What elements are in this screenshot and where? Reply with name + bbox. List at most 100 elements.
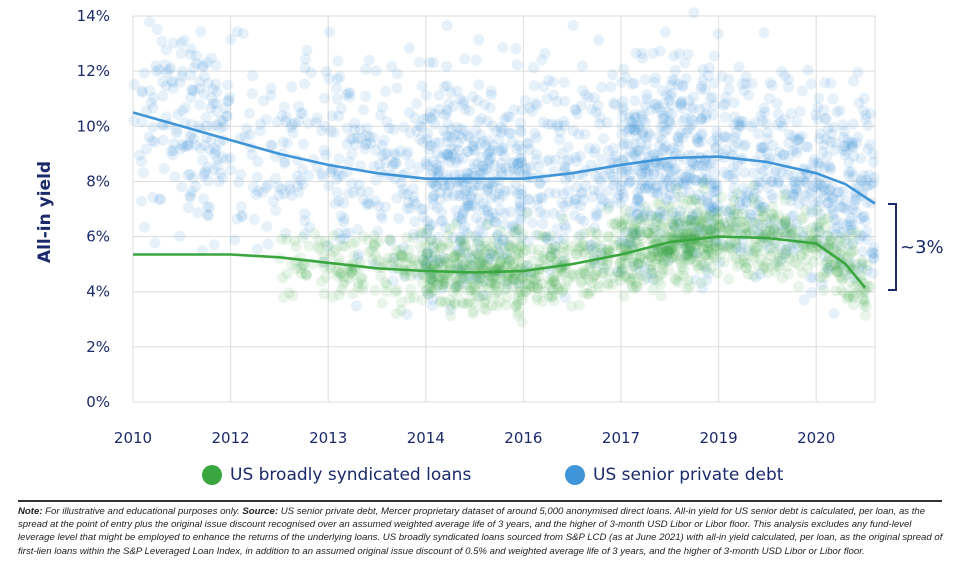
scatter-point-bsl	[664, 226, 676, 238]
scatter-point-private-debt	[303, 170, 315, 182]
scatter-point-private-debt	[756, 220, 768, 232]
scatter-point-private-debt	[708, 205, 720, 217]
scatter-point-private-debt	[404, 202, 416, 214]
scatter-point-private-debt	[391, 82, 403, 94]
scatter-point-private-debt	[441, 149, 453, 161]
scatter-point-private-debt	[814, 128, 826, 140]
scatter-point-bsl	[312, 240, 324, 252]
scatter-point-bsl	[655, 251, 667, 263]
x-tick-label: 2019	[700, 429, 738, 447]
scatter-point-bsl	[619, 271, 631, 283]
scatter-point-bsl	[614, 275, 626, 287]
scatter-point-private-debt	[692, 136, 704, 148]
scatter-point-private-debt	[851, 193, 863, 205]
scatter-point-bsl	[515, 240, 527, 252]
scatter-point-bsl	[512, 298, 524, 310]
scatter-point-bsl	[761, 256, 773, 268]
scatter-point-private-debt	[418, 113, 430, 125]
scatter-point-bsl	[650, 224, 662, 236]
scatter-point-private-debt	[846, 139, 858, 151]
scatter-point-bsl	[657, 217, 669, 229]
gap-annotation: ~3%	[900, 237, 944, 258]
scatter-point-private-debt	[636, 178, 648, 190]
scatter-point-private-debt	[690, 160, 702, 172]
scatter-point-private-debt	[677, 132, 689, 144]
scatter-point-private-debt	[538, 81, 550, 93]
scatter-point-private-debt	[770, 165, 782, 177]
scatter-point-bsl	[681, 219, 693, 231]
scatter-point-private-debt	[455, 231, 467, 243]
scatter-point-bsl	[373, 236, 385, 248]
scatter-point-private-debt	[495, 121, 507, 133]
scatter-point-private-debt	[477, 197, 489, 209]
scatter-point-private-debt	[149, 136, 161, 148]
scatter-point-private-debt	[440, 221, 452, 233]
scatter-point-private-debt	[742, 245, 754, 257]
scatter-point-bsl	[646, 251, 658, 263]
scatter-point-bsl	[613, 215, 625, 227]
scatter-point-private-debt	[434, 193, 446, 205]
y-axis-ticks: 0%2%4%6%8%10%12%14%	[77, 7, 110, 411]
scatter-point-bsl	[698, 183, 710, 195]
scatter-point-private-debt	[441, 107, 453, 119]
scatter-point-private-debt	[323, 73, 335, 85]
scatter-point-private-debt	[459, 202, 471, 214]
scatter-point-private-debt	[587, 191, 599, 203]
scatter-point-private-debt	[666, 74, 678, 86]
scatter-point-bsl	[705, 224, 717, 236]
scatter-point-bsl	[556, 265, 568, 277]
scatter-point-private-debt	[734, 196, 746, 208]
scatter-point-private-debt	[741, 186, 753, 198]
scatter-point-private-debt	[490, 125, 502, 137]
scatter-point-private-debt	[705, 205, 717, 217]
scatter-point-private-debt	[184, 69, 196, 81]
scatter-point-private-debt	[421, 259, 433, 271]
scatter-point-private-debt	[292, 181, 304, 193]
scatter-point-private-debt	[293, 115, 305, 127]
scatter-point-bsl	[614, 269, 626, 281]
scatter-point-bsl	[558, 266, 570, 278]
scatter-point-private-debt	[221, 110, 233, 122]
scatter-point-private-debt	[711, 179, 723, 191]
scatter-point-bsl	[590, 268, 602, 280]
scatter-point-private-debt	[492, 228, 504, 240]
scatter-point-bsl	[818, 272, 830, 284]
scatter-point-private-debt	[250, 188, 262, 200]
scatter-point-private-debt	[169, 171, 181, 183]
scatter-point-private-debt	[607, 69, 619, 81]
scatter-point-bsl	[506, 242, 518, 254]
scatter-point-bsl	[725, 215, 737, 227]
scatter-point-private-debt	[740, 192, 752, 204]
scatter-point-private-debt	[611, 193, 623, 205]
scatter-point-bsl	[481, 218, 493, 230]
scatter-point-private-debt	[531, 99, 543, 111]
scatter-point-bsl	[847, 292, 859, 304]
scatter-point-private-debt	[838, 202, 850, 214]
scatter-point-private-debt	[716, 239, 728, 251]
scatter-point-bsl	[754, 214, 766, 226]
scatter-point-private-debt	[554, 133, 566, 145]
scatter-point-private-debt	[172, 109, 184, 121]
scatter-point-private-debt	[415, 121, 427, 133]
scatter-point-private-debt	[459, 220, 471, 232]
scatter-point-bsl	[705, 225, 717, 237]
scatter-point-bsl	[568, 269, 580, 281]
scatter-point-bsl	[664, 254, 676, 266]
scatter-point-bsl	[587, 271, 599, 283]
scatter-point-private-debt	[681, 243, 693, 255]
scatter-point-private-debt	[489, 216, 501, 228]
scatter-point-bsl	[715, 191, 727, 203]
scatter-point-bsl	[652, 275, 664, 287]
scatter-point-private-debt	[483, 178, 495, 190]
scatter-point-bsl	[683, 206, 695, 218]
scatter-point-private-debt	[594, 112, 606, 124]
scatter-point-private-debt	[696, 173, 708, 185]
scatter-point-bsl	[709, 240, 721, 252]
scatter-point-private-debt	[858, 211, 870, 223]
scatter-point-private-debt	[258, 95, 270, 107]
scatter-point-private-debt	[603, 184, 615, 196]
scatter-point-bsl	[798, 243, 810, 255]
scatter-point-private-debt	[483, 134, 495, 146]
scatter-point-private-debt	[718, 166, 730, 178]
scatter-point-private-debt	[427, 57, 439, 69]
